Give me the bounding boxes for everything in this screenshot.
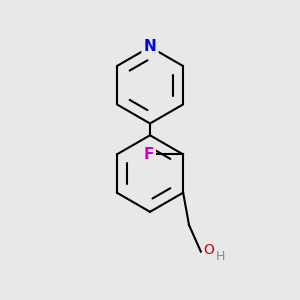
Text: N: N — [144, 39, 156, 54]
Text: H: H — [216, 250, 226, 262]
Text: F: F — [144, 147, 154, 162]
Text: O: O — [204, 243, 214, 257]
